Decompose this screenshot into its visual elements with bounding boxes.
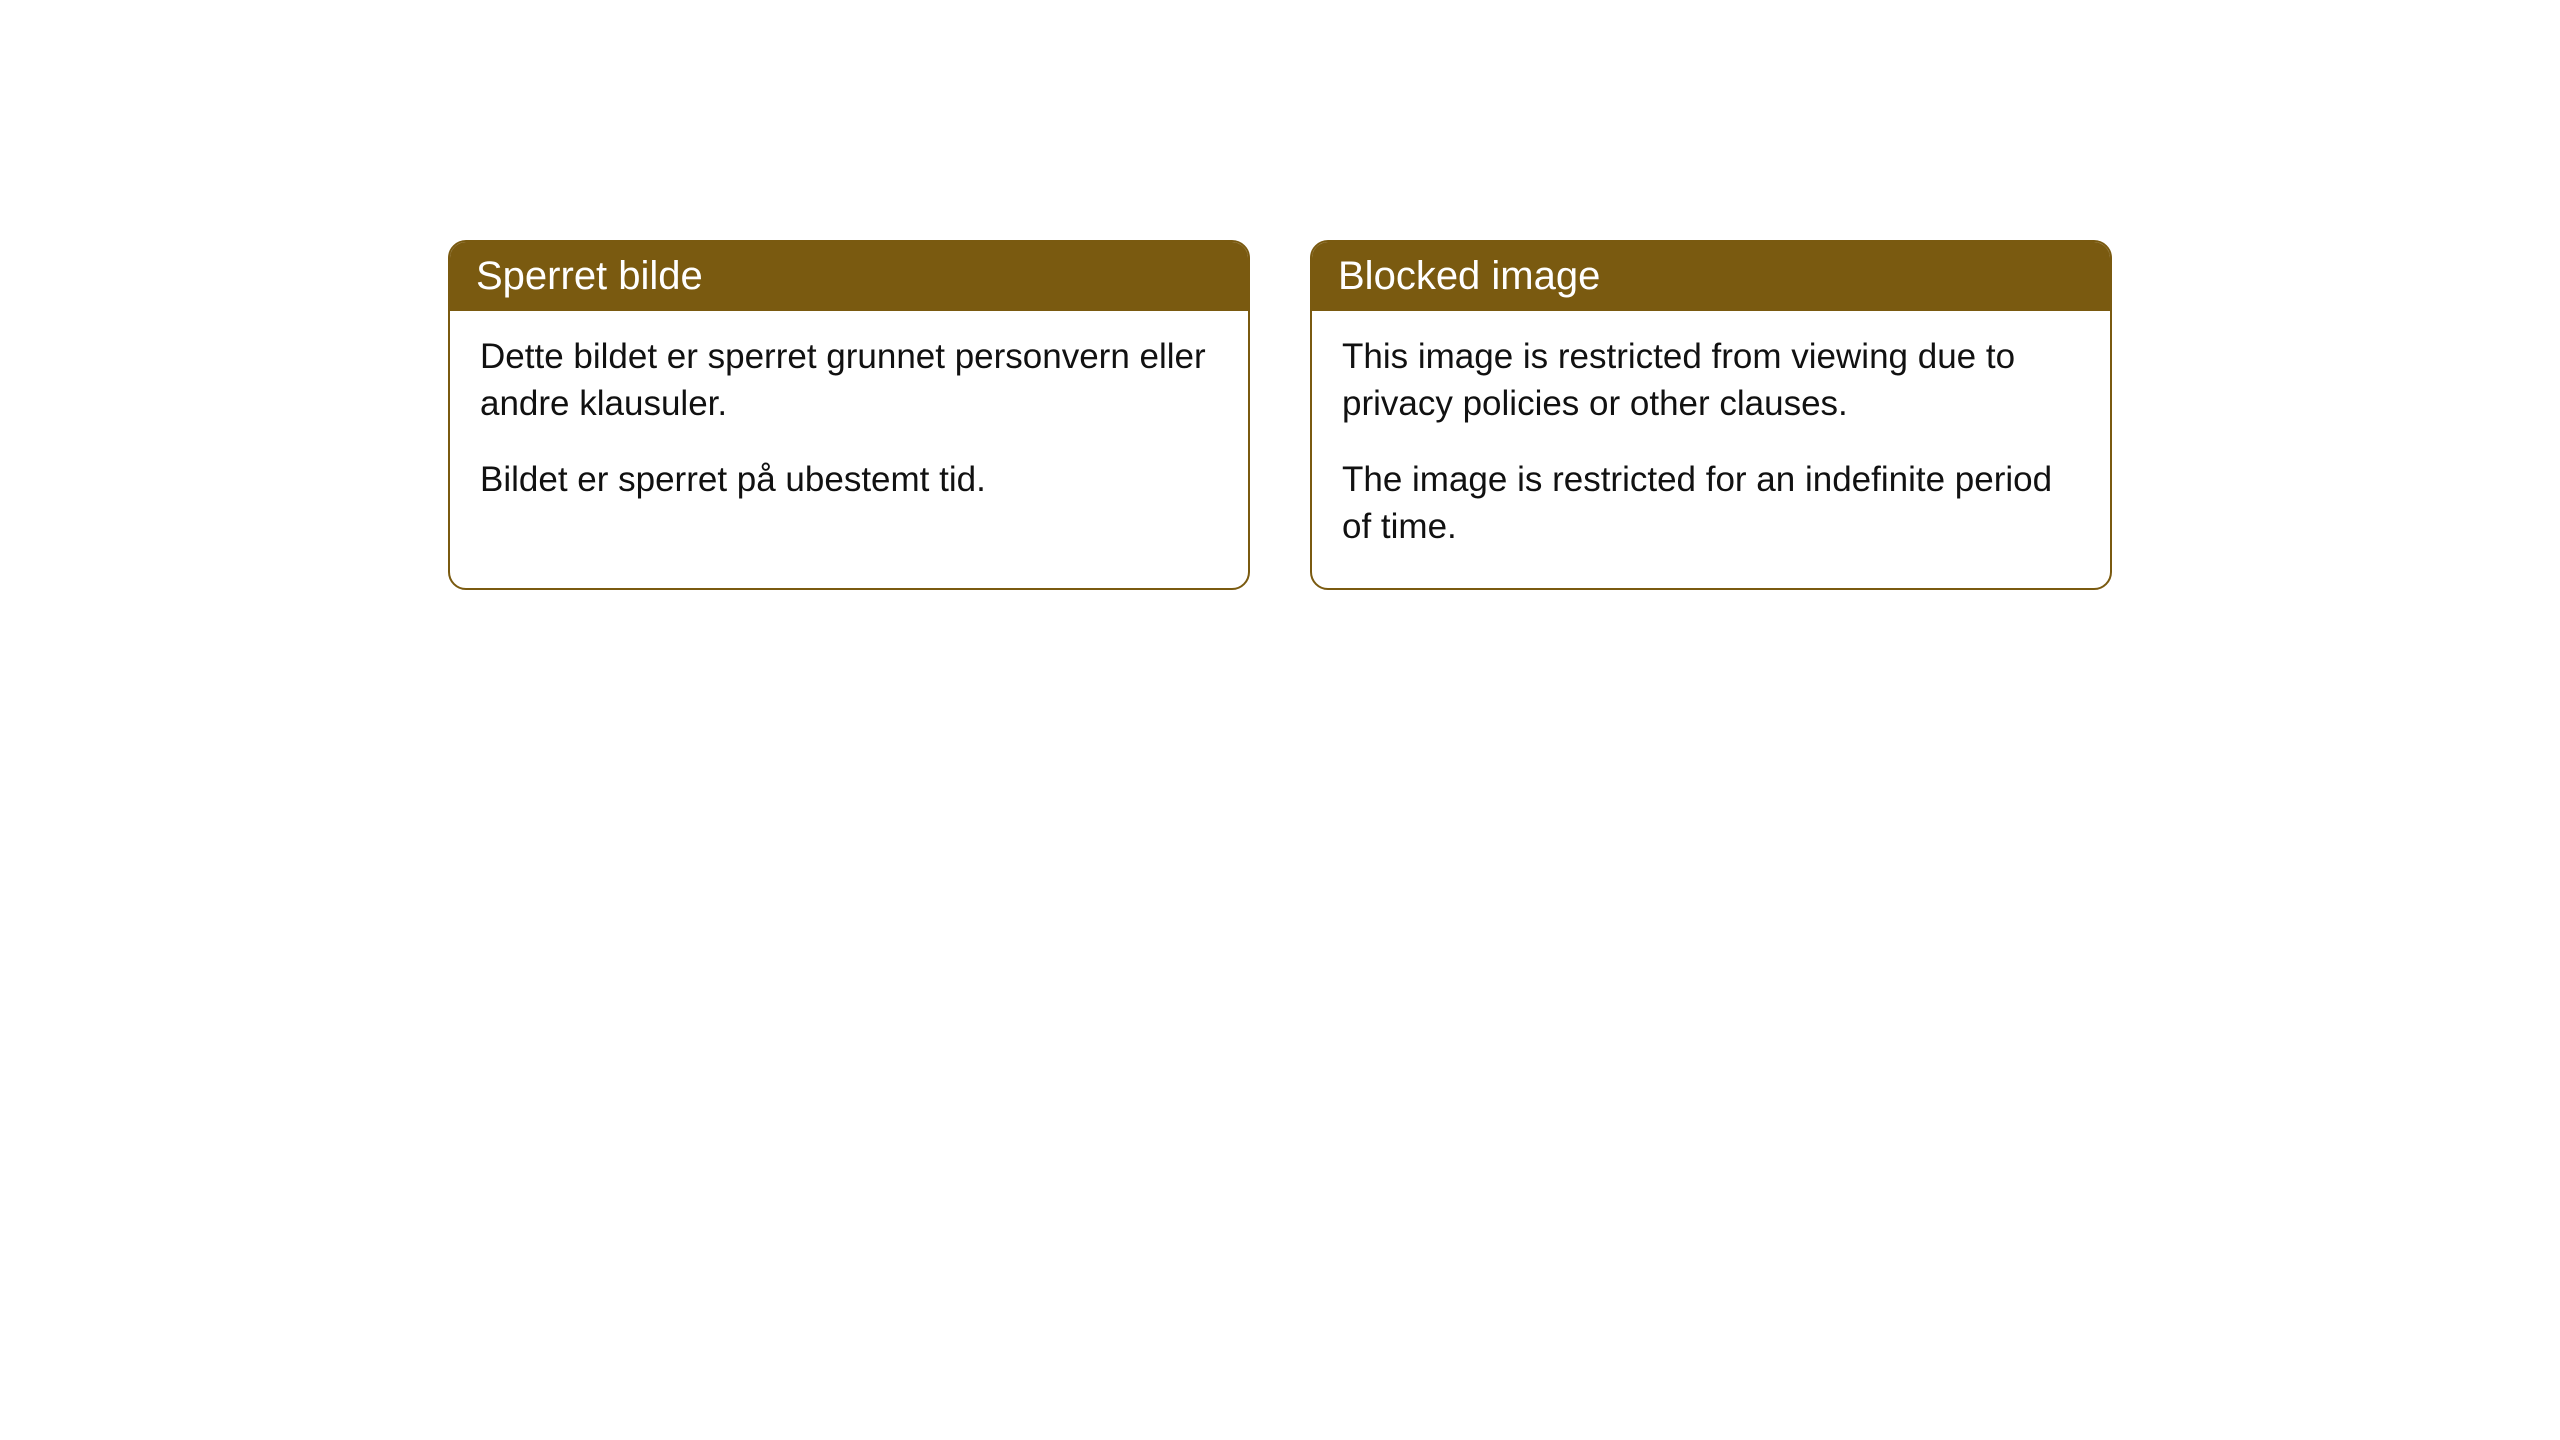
card-paragraph: Dette bildet er sperret grunnet personve… (480, 333, 1218, 428)
card-paragraph: This image is restricted from viewing du… (1342, 333, 2080, 428)
notice-cards-container: Sperret bilde Dette bildet er sperret gr… (0, 240, 2560, 590)
card-title: Blocked image (1338, 254, 1600, 298)
notice-card-norwegian: Sperret bilde Dette bildet er sperret gr… (448, 240, 1250, 590)
card-paragraph: Bildet er sperret på ubestemt tid. (480, 456, 1218, 503)
notice-card-english: Blocked image This image is restricted f… (1310, 240, 2112, 590)
card-body: This image is restricted from viewing du… (1312, 311, 2110, 588)
card-paragraph: The image is restricted for an indefinit… (1342, 456, 2080, 551)
card-header: Sperret bilde (450, 242, 1248, 311)
card-body: Dette bildet er sperret grunnet personve… (450, 311, 1248, 541)
card-title: Sperret bilde (476, 254, 703, 298)
card-header: Blocked image (1312, 242, 2110, 311)
